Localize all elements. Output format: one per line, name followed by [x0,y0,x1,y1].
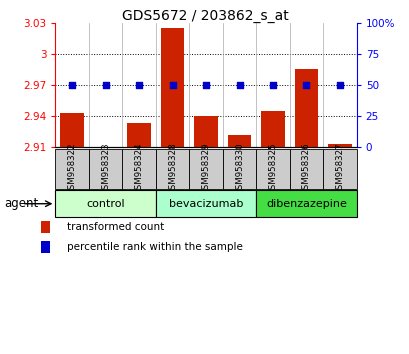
Bar [41,221,50,233]
Text: GSM958330: GSM958330 [234,143,243,195]
Text: GSM958323: GSM958323 [101,143,110,195]
Bar [155,190,256,217]
Bar [55,149,89,189]
Point [102,82,109,88]
Bar [55,190,155,217]
Point [302,82,309,88]
Bar [60,113,83,147]
Bar [227,135,251,147]
Bar [160,28,184,147]
Text: bevacizumab: bevacizumab [169,199,243,209]
Bar [256,190,356,217]
Bar [127,123,151,147]
Text: GSM958328: GSM958328 [168,143,177,195]
Point [169,82,175,88]
Bar [294,69,317,147]
Text: GSM958325: GSM958325 [268,143,277,195]
Text: GSM958329: GSM958329 [201,143,210,195]
Point [202,82,209,88]
Bar [122,149,155,189]
Point [269,82,276,88]
Text: GSM958324: GSM958324 [134,143,143,195]
Text: agent: agent [4,197,38,210]
Text: GDS5672 / 203862_s_at: GDS5672 / 203862_s_at [121,9,288,23]
Bar [89,149,122,189]
Bar [256,149,289,189]
Bar [261,111,284,147]
Bar [289,149,322,189]
Bar [41,241,50,253]
Text: GSM958327: GSM958327 [335,143,344,195]
Text: GSM958322: GSM958322 [67,143,76,195]
Bar [189,149,222,189]
Bar [328,144,351,147]
Point [336,82,342,88]
Text: percentile rank within the sample: percentile rank within the sample [67,242,242,252]
Point [236,82,242,88]
Bar [322,149,356,189]
Text: GSM958326: GSM958326 [301,143,310,195]
Bar [155,149,189,189]
Bar [222,149,256,189]
Point [135,82,142,88]
Text: transformed count: transformed count [67,222,164,232]
Point [69,82,75,88]
Bar [194,116,217,147]
Text: control: control [86,199,125,209]
Text: dibenzazepine: dibenzazepine [265,199,346,209]
